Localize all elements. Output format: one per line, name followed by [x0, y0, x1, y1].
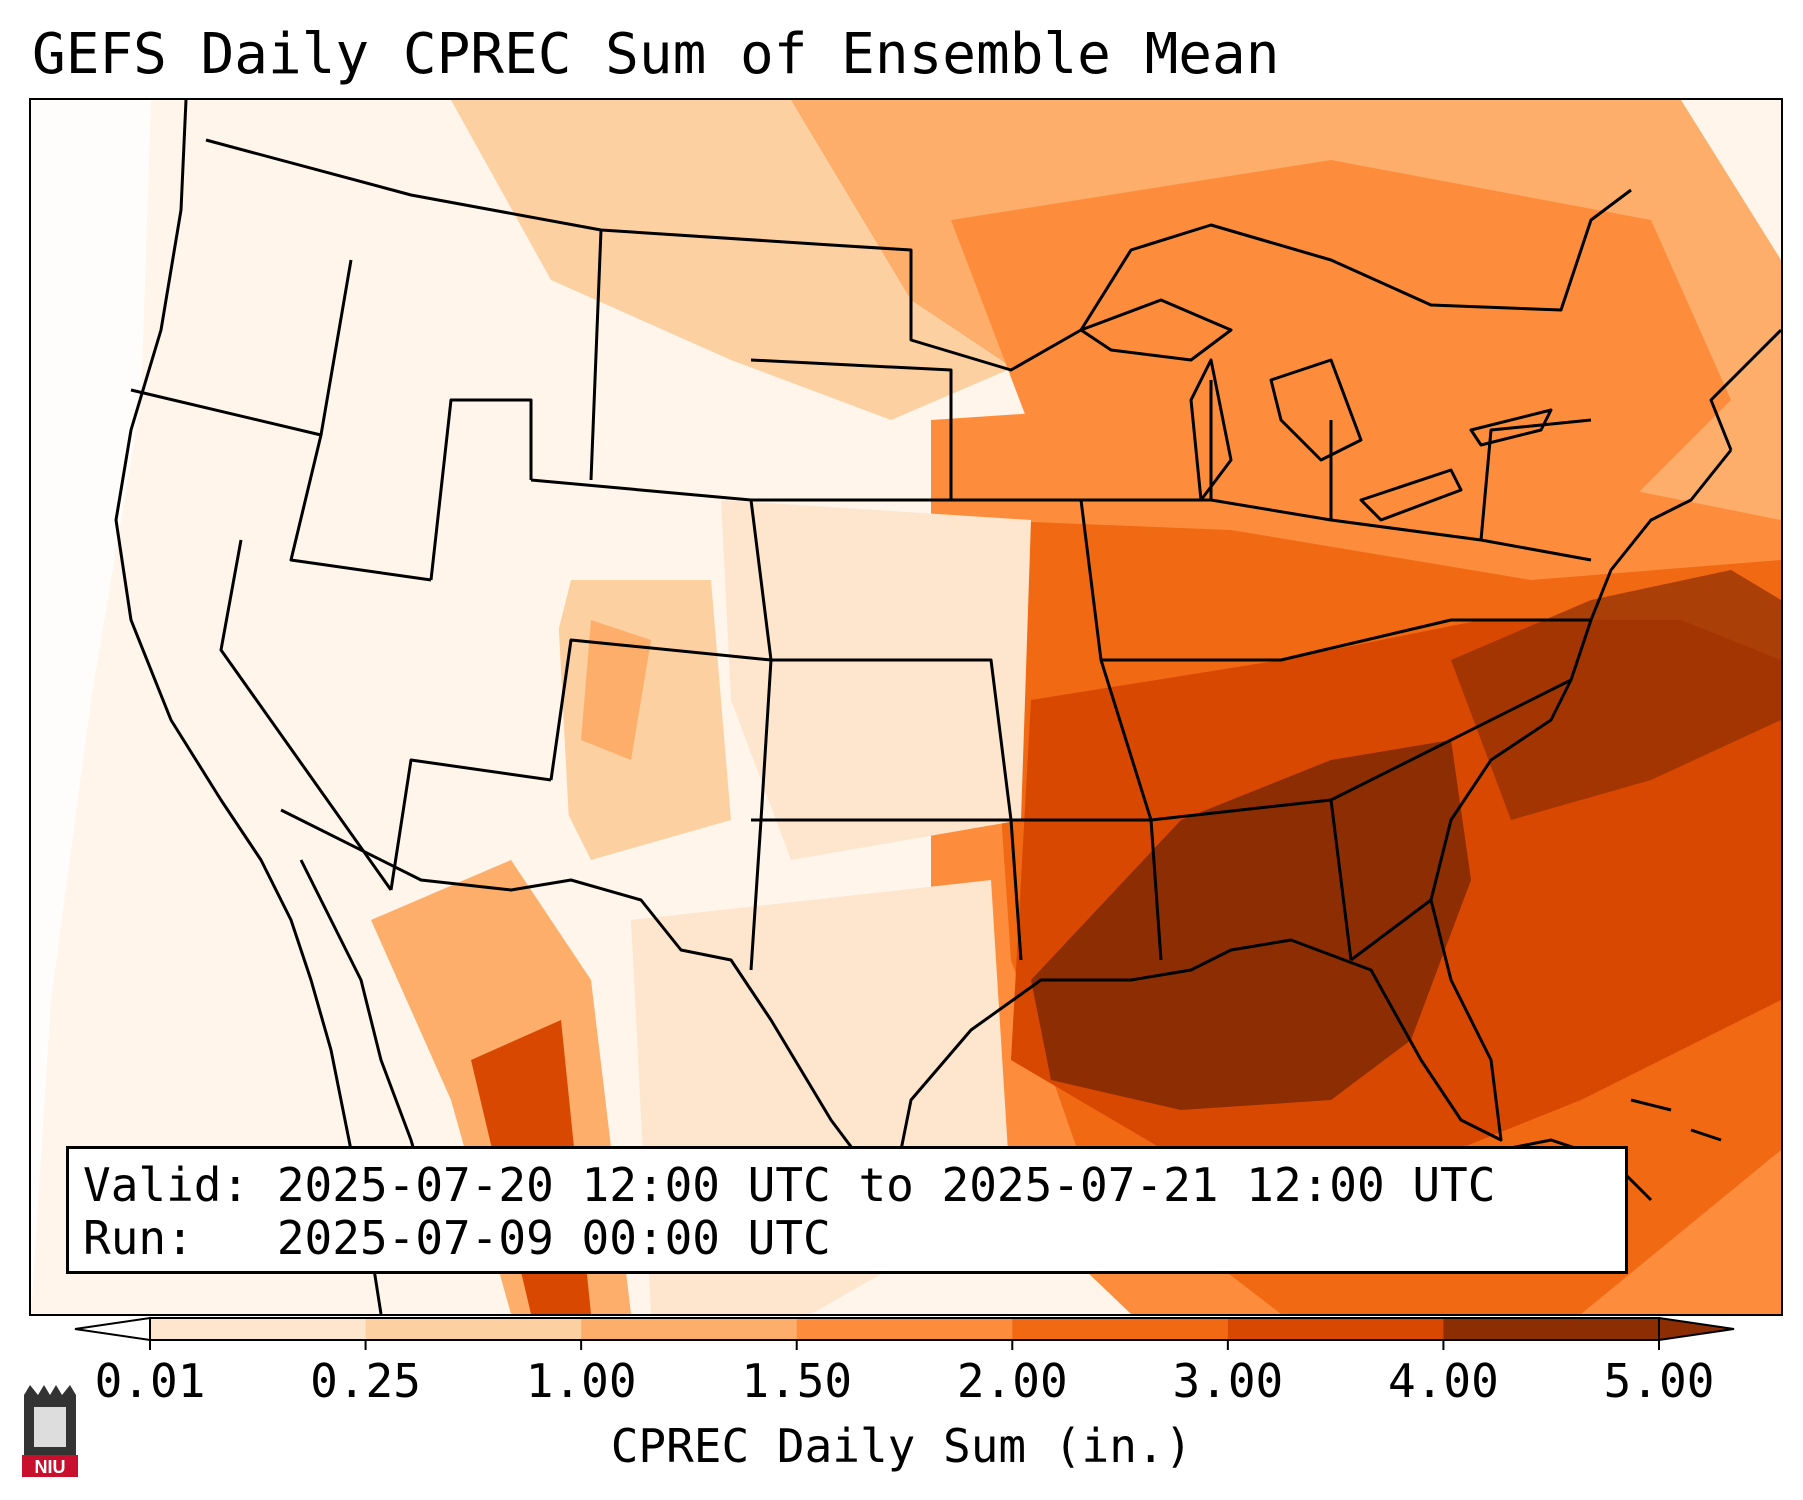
precip-zone-great-basin	[271, 480, 571, 860]
logo-tower-spires	[24, 1385, 76, 1395]
precip-map	[31, 100, 1781, 1314]
state-line-iowa-missouri	[951, 498, 1153, 821]
colorbar-under-arrow	[74, 1316, 151, 1342]
colorbar-tick-label: 5.00	[1603, 1354, 1715, 1408]
state-line-tennessee-north-carolina	[1330, 678, 1572, 802]
valid-run-info-box: Valid: 2025-07-20 12:00 UTC to 2025-07-2…	[66, 1146, 1628, 1274]
bahamas-coastline	[1630, 1098, 1722, 1142]
run-time-text: Run: 2025-07-09 00:00 UTC	[83, 1211, 831, 1265]
state-line-idaho-nevada	[289, 434, 432, 582]
precip-zone-core-gulf	[1031, 740, 1471, 1110]
valid-time-text: Valid: 2025-07-20 12:00 UTC to 2025-07-2…	[83, 1158, 1496, 1212]
lake-erie	[1359, 468, 1463, 522]
colorbar	[74, 1316, 1735, 1350]
lake-michigan	[1189, 358, 1233, 502]
colorbar-ticks	[149, 1340, 1660, 1350]
northeast-coastline	[1709, 328, 1781, 451]
colorbar-tick-label: 1.50	[741, 1354, 853, 1408]
colorbar-segments	[149, 1317, 1660, 1341]
map-title: GEFS Daily CPREC Sum of Ensemble Mean	[32, 22, 1280, 87]
logo-window	[34, 1407, 66, 1447]
precip-zone-atlantic-band	[1451, 570, 1781, 820]
state-line-montana-dakotas	[589, 229, 603, 481]
colorbar-segment	[1227, 1318, 1444, 1340]
state-line-idaho-wyoming	[429, 398, 533, 581]
lake-superior	[1079, 298, 1233, 362]
colorbar-segment	[796, 1318, 1013, 1340]
colorbar-segment	[581, 1318, 798, 1340]
state-line-arizona	[389, 758, 552, 891]
colorbar-over-arrow	[1658, 1316, 1735, 1342]
lake-ontario	[1469, 408, 1553, 447]
state-line-kentucky-virginia	[1101, 618, 1591, 662]
colorbar-label: CPREC Daily Sum (in.)	[610, 1419, 1193, 1473]
us-mexico-border	[280, 808, 893, 1201]
state-line-pennsylvania-new-york	[1479, 418, 1592, 541]
precip-zone-plains	[721, 500, 1031, 860]
state-line-california-nevada	[219, 539, 393, 891]
lake-huron	[1269, 358, 1363, 462]
colorbar-segment	[1443, 1318, 1660, 1340]
state-line-kansas-oklahoma	[771, 658, 1023, 961]
logo-wordmark-bg	[22, 1455, 78, 1477]
state-line-georgia-florida	[1350, 898, 1432, 962]
pacific-coastline	[114, 100, 383, 1314]
precip-zone-dry-pacific	[31, 100, 151, 1314]
precip-field	[31, 100, 1781, 1314]
colorbar-tick-label: 1.00	[525, 1354, 637, 1408]
logo-wordmark: NIU	[35, 1457, 66, 1477]
colorbar-tick-label: 3.00	[1172, 1354, 1284, 1408]
map-panel	[29, 98, 1783, 1316]
colorbar-tick-label: 0.25	[310, 1354, 421, 1408]
state-line-dakotas	[750, 358, 953, 500]
colorbar-tick-label: 2.00	[956, 1354, 1068, 1408]
colorbar-segment	[365, 1318, 582, 1340]
precip-zone-colorado	[581, 620, 651, 760]
colorbar-tick-label: 4.00	[1388, 1354, 1499, 1408]
gulf-atlantic-coastline	[889, 449, 1733, 1201]
niu-logo: NIU	[22, 1385, 78, 1477]
colorbar-segment	[1012, 1318, 1229, 1340]
colorbar-segment	[150, 1318, 367, 1340]
colorbar-tick-label: 0.01	[94, 1354, 206, 1408]
